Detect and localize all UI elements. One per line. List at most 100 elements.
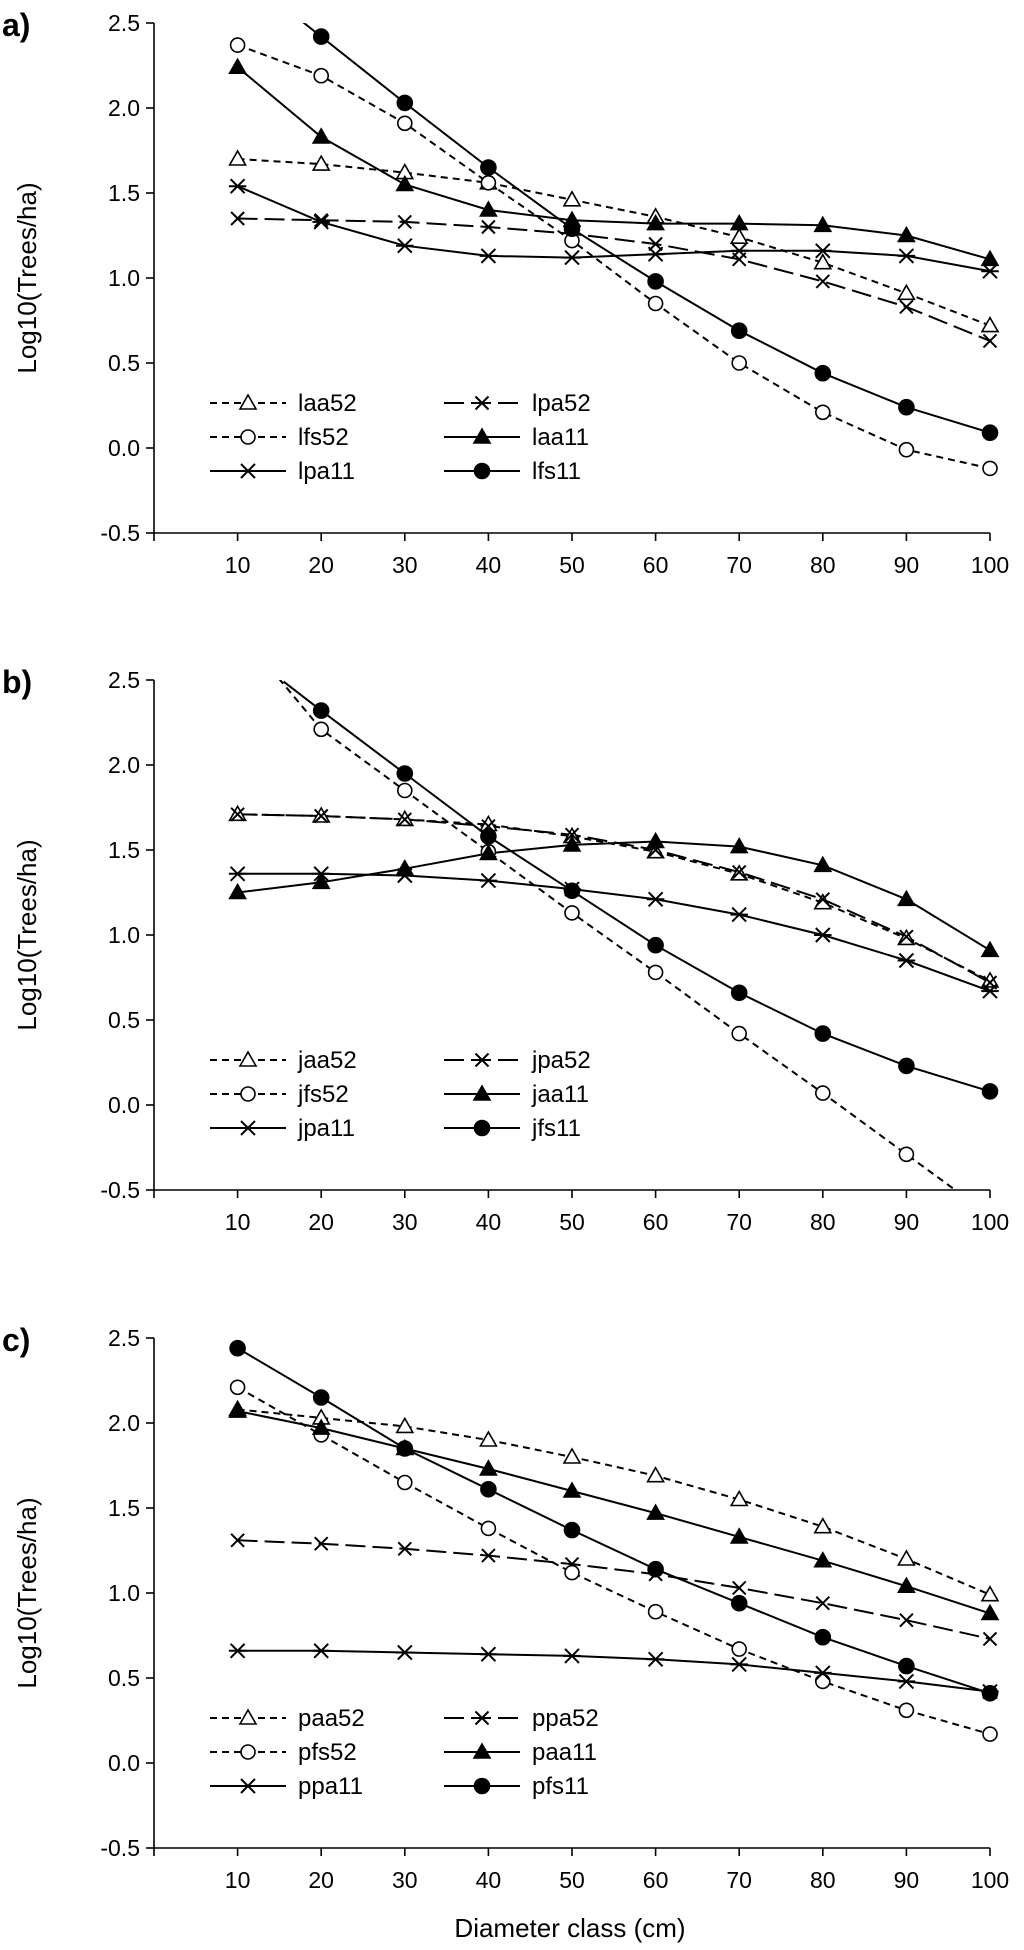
y-tick-label: 2.5 (108, 667, 140, 693)
legend-item-lfs11: lfs11 (444, 458, 581, 485)
legend-item-lfs52: lfs52 (210, 424, 349, 451)
legend-item-jaa52: jaa52 (210, 1047, 357, 1074)
x-tick-label: 100 (971, 1867, 1009, 1893)
data-point-ppa52 (481, 1548, 496, 1563)
data-point-jfs11 (312, 702, 330, 719)
data-point-laa52 (897, 283, 916, 301)
data-point-jfs11 (647, 936, 664, 954)
data-point-lfs52 (313, 67, 330, 84)
y-axis-title: Log10(Trees/ha) (12, 839, 42, 1030)
y-tick-label: 2.0 (108, 1410, 140, 1436)
data-point-laa11 (646, 213, 665, 231)
data-point-paa11 (479, 1459, 498, 1476)
data-point-pfs11 (898, 1657, 915, 1675)
data-point-laa11 (813, 215, 833, 233)
data-point-jpa52 (899, 929, 914, 944)
legend: laa52 lpa52 lfs52 laa11 lpa11 lfs11 (210, 390, 591, 485)
y-tick-label: -0.5 (100, 1177, 140, 1203)
data-point-lfs52 (731, 355, 748, 371)
x-tick-label: 50 (559, 552, 585, 578)
legend-item-jfs52: jfs52 (210, 1081, 349, 1108)
data-point-jfs52 (396, 782, 413, 799)
data-point-lpa11 (981, 263, 999, 279)
y-tick-label: 1.0 (108, 265, 140, 291)
x-tick-label: 40 (476, 1209, 502, 1235)
x-tick-label: 20 (308, 552, 334, 578)
data-point-jpa11 (228, 866, 247, 882)
x-tick-label: 100 (971, 552, 1009, 578)
legend-item-ppa11: ppa11 (210, 1773, 363, 1800)
legend: jaa52 jpa52 jfs52 jaa11 jpa11 jfs11 (210, 1047, 591, 1142)
legend-marker (238, 1708, 258, 1725)
series-lines (237, 680, 990, 1190)
legend-marker (240, 429, 256, 445)
data-point-lfs11 (981, 424, 999, 442)
data-point-paa11 (980, 1603, 1000, 1621)
chart-panel-b: b) -0.5 0.0 0.5 1.0 1.5 2.0 2.5 10 20 30 40 50 60 70 80… (2, 664, 1009, 1235)
data-point-lfs52 (982, 460, 998, 477)
data-point-jaa11 (479, 843, 498, 861)
data-point-jfs52 (564, 905, 580, 921)
x-tick-label: 10 (225, 1209, 251, 1235)
legend-marker (472, 427, 492, 444)
series-line-laa11 (236, 66, 990, 261)
data-point-paa52 (395, 1416, 415, 1434)
data-point-jpa11 (730, 906, 748, 923)
legend-label: lfs11 (532, 458, 581, 485)
legend-label: jaa11 (531, 1081, 589, 1108)
data-point-ppa11 (396, 1644, 414, 1661)
data-point-laa11 (311, 127, 331, 144)
data-point-pfs52 (396, 1474, 413, 1491)
data-point-laa11 (980, 249, 1000, 267)
data-point-pfs11 (563, 1521, 581, 1539)
data-point-lpa11 (897, 248, 916, 264)
data-point-jpa52 (815, 892, 831, 907)
y-tick-label: 2.0 (108, 752, 140, 778)
data-point-ppa52 (899, 1612, 914, 1628)
y-tick-label: 1.0 (108, 922, 140, 948)
x-tick-label: 60 (643, 552, 669, 578)
data-point-ppa11 (730, 1656, 748, 1673)
data-point-pfs11 (312, 1389, 330, 1406)
y-tick-label: 0.5 (108, 1665, 140, 1691)
x-tick-label: 30 (392, 1209, 418, 1235)
data-point-lfs52 (229, 37, 246, 53)
series-line-pfs11 (237, 1347, 990, 1695)
data-point-lfs11 (563, 220, 581, 237)
series-line-ppa11 (237, 1649, 990, 1693)
x-tick-label: 80 (810, 552, 836, 578)
data-point-jfs11 (563, 882, 581, 900)
legend-label: paa11 (532, 1739, 597, 1766)
x-tick-label: 10 (225, 1867, 251, 1893)
legend-label: jpa11 (297, 1115, 355, 1142)
data-point-pfs11 (981, 1685, 999, 1702)
legend-item-laa52: laa52 (210, 390, 357, 417)
series-lines (236, 23, 990, 470)
series-line-lpa11 (237, 185, 990, 273)
data-point-paa11 (228, 1401, 247, 1418)
data-point-jaa11 (980, 940, 1000, 958)
legend: paa52 ppa52 pfs52 paa11 ppa11 pfs11 (210, 1705, 599, 1800)
data-point-paa11 (813, 1551, 833, 1568)
legend-label: jpa52 (531, 1047, 591, 1074)
legend-label: ppa11 (298, 1773, 363, 1800)
legend-label: jaa52 (297, 1047, 357, 1074)
y-tick-label: 2.5 (108, 1325, 140, 1351)
series-markers (228, 702, 1000, 1163)
x-tick-label: 80 (810, 1867, 836, 1893)
y-tick-label: 1.5 (108, 837, 140, 863)
data-point-pfs52 (814, 1673, 831, 1690)
data-point-jpa52 (564, 827, 580, 842)
data-point-jpa11 (814, 927, 832, 943)
data-point-paa52 (479, 1430, 498, 1447)
data-point-paa52 (897, 1549, 916, 1566)
data-point-laa52 (562, 190, 582, 207)
data-point-jaa11 (897, 889, 916, 907)
data-point-lfs11 (312, 28, 330, 45)
data-point-jpa11 (312, 866, 330, 882)
data-point-jpa52 (731, 864, 747, 880)
data-point-laa52 (729, 227, 749, 244)
data-point-jfs11 (898, 1057, 915, 1075)
legend-marker (472, 1742, 492, 1759)
